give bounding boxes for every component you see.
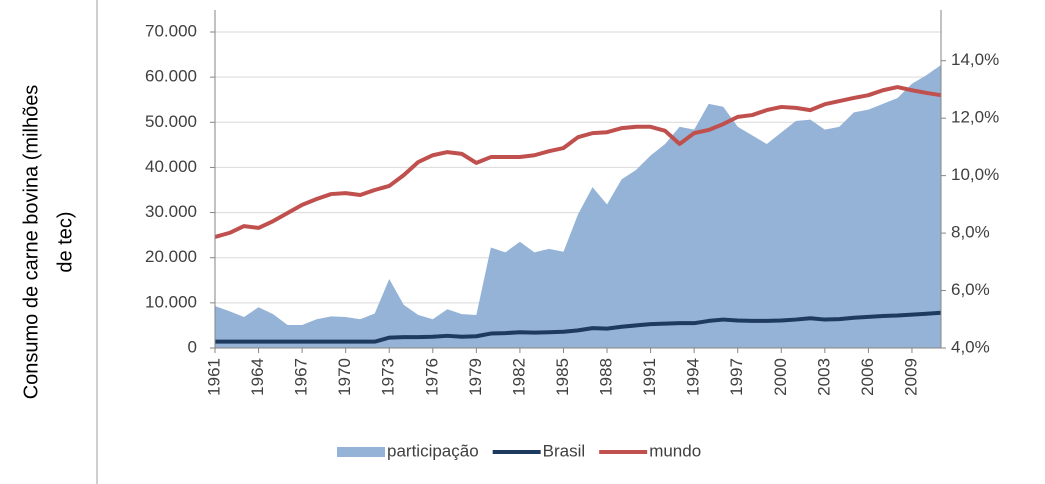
x-tick-label: 1991 xyxy=(640,358,659,396)
y2-tick-label: 4,0% xyxy=(951,337,990,356)
legend-label: mundo xyxy=(649,441,701,460)
line xyxy=(215,310,942,344)
y2-tick-label: 10,0% xyxy=(951,165,999,184)
x-tick-label: 2003 xyxy=(814,358,833,396)
x-tick-label: 1994 xyxy=(684,358,703,396)
y-tick-label: 30.000 xyxy=(145,202,197,221)
y2-tick-label: 12,0% xyxy=(951,108,999,127)
y-tick-label: 10.000 xyxy=(145,292,197,311)
x-tick-label: 1970 xyxy=(335,358,354,396)
y-tick-label: 40.000 xyxy=(145,157,197,176)
y-axis-title: Consumo de carne bovina (milhões xyxy=(20,85,42,400)
area xyxy=(215,65,941,348)
x-tick-label: 1976 xyxy=(422,358,441,396)
legend-label: participação xyxy=(387,441,479,460)
y-tick-label: 0 xyxy=(188,337,197,356)
x-tick-label: 2009 xyxy=(901,358,920,396)
y2-tick-label: 6,0% xyxy=(951,280,990,299)
x-tick-label: 1988 xyxy=(597,358,616,396)
x-tick-label: 1967 xyxy=(292,358,311,396)
x-tick-label: 1982 xyxy=(509,358,528,396)
x-tick-label: 1973 xyxy=(379,358,398,396)
y-tick-label: 50.000 xyxy=(145,112,197,131)
y-axis-title: de tec) xyxy=(54,211,76,272)
y-tick-label: 60.000 xyxy=(145,67,197,86)
x-tick-label: 2006 xyxy=(858,358,877,396)
y2-tick-label: 14,0% xyxy=(951,50,999,69)
x-tick-label: 1997 xyxy=(727,358,746,396)
x-tick-label: 1985 xyxy=(553,358,572,396)
y-tick-label: 20.000 xyxy=(145,247,197,266)
legend-label: Brasil xyxy=(543,441,586,460)
x-tick-label: 1961 xyxy=(204,358,223,396)
x-tick-label: 2000 xyxy=(771,358,790,396)
y2-tick-label: 8,0% xyxy=(951,223,990,242)
x-tick-label: 1964 xyxy=(248,358,267,396)
legend-swatch xyxy=(337,447,385,457)
line xyxy=(214,85,942,239)
x-tick-label: 1979 xyxy=(466,358,485,396)
y-tick-label: 70.000 xyxy=(145,21,197,40)
